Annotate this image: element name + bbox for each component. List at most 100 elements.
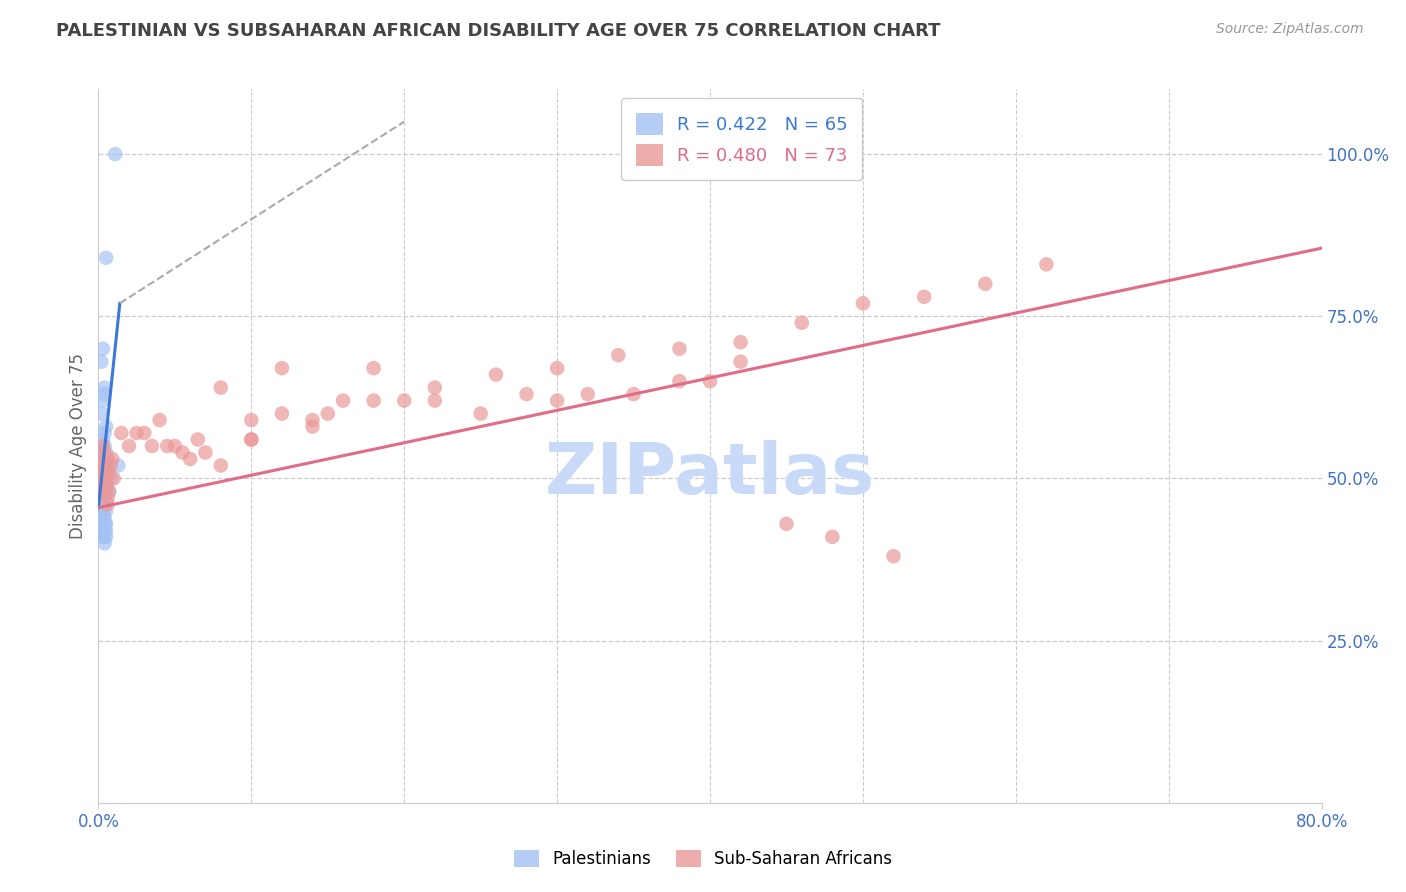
Point — [623, 387, 645, 401]
Point — [93, 452, 115, 467]
Point — [163, 439, 186, 453]
Point — [93, 458, 115, 473]
Point — [209, 458, 232, 473]
Point — [485, 368, 508, 382]
Point — [883, 549, 905, 564]
Point — [97, 452, 120, 467]
Point — [94, 516, 117, 531]
Point — [91, 471, 114, 485]
Point — [974, 277, 997, 291]
Point — [209, 381, 232, 395]
Point — [91, 452, 114, 467]
Point — [94, 478, 117, 492]
Point — [93, 516, 115, 531]
Point — [118, 439, 141, 453]
Point — [1035, 257, 1057, 271]
Point — [94, 251, 117, 265]
Text: PALESTINIAN VS SUBSAHARAN AFRICAN DISABILITY AGE OVER 75 CORRELATION CHART: PALESTINIAN VS SUBSAHARAN AFRICAN DISABI… — [56, 22, 941, 40]
Point — [90, 465, 112, 479]
Point — [301, 419, 323, 434]
Point — [90, 471, 112, 485]
Point — [91, 478, 114, 492]
Point — [172, 445, 194, 459]
Point — [104, 147, 127, 161]
Point — [89, 465, 111, 479]
Point — [91, 530, 114, 544]
Point — [91, 491, 114, 505]
Point — [90, 471, 112, 485]
Point — [363, 393, 385, 408]
Point — [101, 452, 124, 467]
Point — [94, 471, 117, 485]
Point — [730, 335, 752, 350]
Point — [97, 497, 120, 511]
Point — [90, 510, 112, 524]
Point — [93, 510, 115, 524]
Point — [91, 433, 114, 447]
Point — [270, 407, 294, 421]
Point — [93, 445, 115, 459]
Point — [91, 491, 114, 505]
Point — [97, 491, 120, 505]
Point — [110, 425, 132, 440]
Point — [90, 407, 112, 421]
Point — [607, 348, 630, 362]
Point — [149, 413, 172, 427]
Point — [93, 478, 115, 492]
Point — [576, 387, 599, 401]
Point — [93, 387, 115, 401]
Point — [821, 530, 844, 544]
Point — [141, 439, 163, 453]
Point — [97, 465, 120, 479]
Point — [94, 445, 117, 459]
Point — [91, 393, 114, 408]
Point — [91, 510, 114, 524]
Point — [125, 425, 148, 440]
Point — [93, 425, 115, 440]
Point — [912, 290, 935, 304]
Point — [94, 465, 117, 479]
Point — [546, 361, 568, 376]
Point — [470, 407, 492, 421]
Point — [93, 458, 115, 473]
Point — [93, 478, 115, 492]
Point — [93, 536, 115, 550]
Point — [91, 439, 114, 453]
Point — [97, 452, 120, 467]
Point — [91, 491, 114, 505]
Point — [91, 471, 114, 485]
Point — [240, 433, 263, 447]
Point — [240, 433, 263, 447]
Point — [90, 439, 112, 453]
Text: ZIPatlas: ZIPatlas — [546, 440, 875, 509]
Point — [93, 381, 115, 395]
Point — [668, 374, 690, 388]
Point — [107, 458, 129, 473]
Point — [423, 393, 446, 408]
Point — [134, 425, 156, 440]
Point — [668, 342, 690, 356]
Point — [699, 374, 721, 388]
Point — [93, 497, 115, 511]
Point — [90, 471, 112, 485]
Point — [187, 433, 209, 447]
Point — [775, 516, 797, 531]
Point — [730, 354, 752, 368]
Point — [94, 478, 117, 492]
Point — [90, 471, 112, 485]
Point — [93, 439, 115, 453]
Point — [90, 478, 112, 492]
Point — [91, 465, 114, 479]
Point — [332, 393, 354, 408]
Point — [363, 361, 385, 376]
Point — [91, 524, 114, 538]
Point — [94, 504, 117, 518]
Point — [91, 484, 114, 499]
Point — [90, 465, 112, 479]
Point — [98, 484, 121, 499]
Point — [301, 413, 323, 427]
Point — [93, 516, 115, 531]
Point — [90, 524, 112, 538]
Point — [93, 452, 115, 467]
Point — [94, 471, 117, 485]
